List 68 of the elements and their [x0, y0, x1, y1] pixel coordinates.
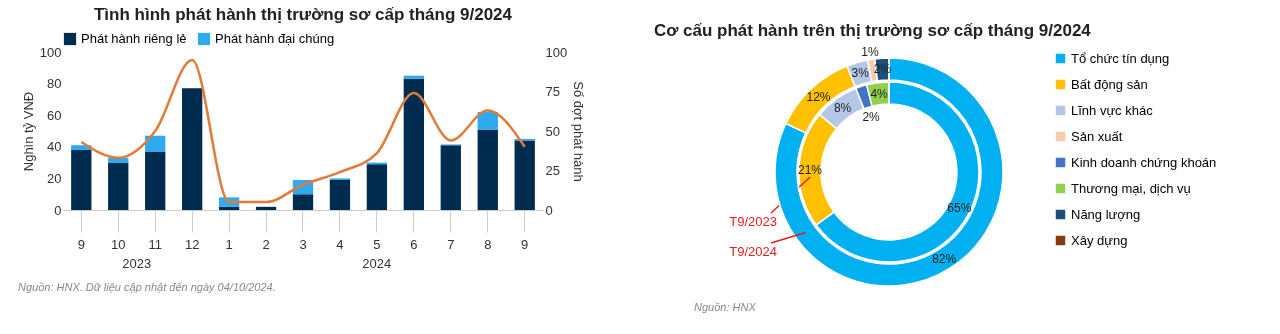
x-tick-label: 9 [77, 236, 85, 252]
x-tick-label: 7 [447, 236, 455, 252]
legend-label: Phát hành riêng lẻ [81, 31, 187, 46]
legend-label: Xây dựng [1071, 232, 1128, 248]
text: 2024 [362, 256, 392, 271]
x-tick-label: 11 [148, 236, 162, 252]
legend-label: Kinh doanh chứng khoán [1071, 154, 1217, 170]
bar [477, 129, 498, 210]
bar [440, 145, 461, 210]
data-label: 4% [870, 86, 889, 101]
x-tick-label: 9 [521, 236, 529, 252]
bar [145, 151, 166, 210]
x-tick-label: 1 [225, 236, 233, 252]
y2-tick-label: 0 [545, 202, 553, 218]
bar [403, 75, 425, 79]
bar [181, 88, 203, 210]
legend-label: Bất động sản [1071, 76, 1148, 92]
y2-tick-label: 50 [545, 123, 560, 139]
bar [514, 140, 535, 210]
data-label: 2% [862, 109, 881, 124]
text: 2023 [122, 256, 152, 271]
y2-tick-label: 75 [545, 84, 560, 99]
x-tick-label: 3 [299, 236, 307, 252]
legend-label: Lĩnh vực khác [1071, 102, 1154, 118]
x-tick-label: 4 [336, 236, 344, 252]
y-axis-title: Nghìn tỷ VNĐ [20, 91, 36, 172]
bar [145, 135, 166, 152]
chart-title: Tình hình phát hành thị trường sơ cấp tháng 9/2024 [93, 5, 513, 24]
bar [71, 149, 92, 210]
y-tick-label: 100 [39, 44, 62, 60]
bar [403, 78, 425, 210]
x-tick-label: 12 [184, 236, 200, 252]
bar [329, 179, 351, 210]
x-tick-label: 10 [111, 236, 126, 252]
line-series [80, 58, 526, 204]
bar [108, 162, 129, 210]
x-tick-label: 8 [484, 236, 492, 252]
legend-label: Phát hành đại chúng [215, 31, 335, 46]
x-tick-label: 2 [262, 236, 270, 252]
slice-label: T9/2024 [729, 244, 777, 259]
legend-label: Tổ chức tín dụng [1071, 50, 1170, 66]
bar [292, 194, 314, 210]
y-tick-label: 60 [47, 107, 62, 123]
y2-axis-title: Số đợt phát hành [571, 81, 587, 182]
data-label: 1% [861, 44, 879, 59]
legend-label: Sản xuất [1071, 128, 1123, 144]
chart-title: Cơ cấu phát hành trên thị trường sơ cấp tháng 9/2024 [654, 21, 1092, 40]
data-label: 65% [947, 200, 972, 215]
y-tick-label: 0 [54, 202, 62, 218]
y2-tick-label: 25 [545, 163, 560, 178]
bar [218, 206, 240, 210]
legend-label: Năng lượng [1071, 206, 1141, 222]
y-tick-label: 80 [47, 76, 62, 92]
data-label: 12% [806, 89, 831, 104]
data-label: 82% [932, 251, 957, 266]
legend-label: Thương mại, dịch vụ [1071, 180, 1191, 196]
y-tick-label: 40 [47, 139, 62, 155]
y2-tick-label: 100 [545, 44, 568, 60]
bar [255, 206, 277, 210]
x-tick-label: 6 [410, 236, 418, 252]
text: Nguồn: HNX. Dữ liệu cập nhật đến ngày 04/10/2024. [18, 281, 276, 293]
y-tick-label: 20 [47, 170, 62, 186]
bar [366, 164, 388, 210]
slice-label: T9/2023 [729, 214, 777, 229]
data-label: 3% [851, 66, 870, 81]
data-label: 8% [833, 101, 852, 116]
text: Nguồn: HNX [694, 301, 757, 313]
x-tick-label: 5 [373, 236, 381, 252]
